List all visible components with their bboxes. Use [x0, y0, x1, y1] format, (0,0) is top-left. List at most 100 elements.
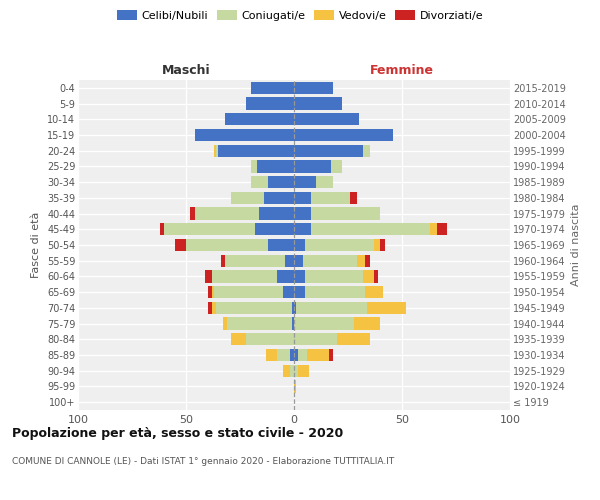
Bar — [311, 208, 380, 220]
Bar — [232, 333, 247, 345]
Bar — [225, 254, 286, 267]
Bar — [208, 302, 212, 314]
Bar — [302, 254, 356, 267]
Bar — [374, 270, 378, 282]
Bar — [356, 254, 365, 267]
Bar — [380, 239, 385, 251]
Bar — [251, 176, 268, 188]
Bar — [298, 364, 309, 377]
Bar — [268, 176, 294, 188]
Bar — [266, 349, 277, 361]
Bar — [294, 318, 355, 330]
Bar — [294, 82, 333, 94]
Bar — [305, 270, 363, 282]
Bar — [294, 113, 359, 126]
Bar — [296, 302, 367, 314]
Bar — [298, 349, 307, 361]
Y-axis label: Fasce di età: Fasce di età — [31, 212, 41, 278]
Bar — [216, 302, 292, 314]
Bar — [225, 113, 294, 126]
Bar — [294, 144, 363, 157]
Bar — [331, 160, 341, 172]
Bar — [294, 98, 341, 110]
Bar — [365, 254, 370, 267]
Bar — [186, 239, 268, 251]
Bar — [255, 223, 294, 235]
Bar — [311, 192, 350, 204]
Bar — [365, 286, 383, 298]
Legend: Celibi/Nubili, Coniugati/e, Vedovi/e, Divorziati/e: Celibi/Nubili, Coniugati/e, Vedovi/e, Di… — [112, 6, 488, 25]
Text: Maschi: Maschi — [161, 64, 211, 78]
Bar — [294, 270, 305, 282]
Bar — [268, 239, 294, 251]
Bar — [294, 176, 316, 188]
Bar — [264, 192, 294, 204]
Bar — [257, 160, 294, 172]
Bar — [208, 286, 212, 298]
Bar — [294, 302, 296, 314]
Bar — [363, 144, 370, 157]
Bar — [214, 286, 283, 298]
Bar — [247, 98, 294, 110]
Bar — [307, 349, 329, 361]
Bar — [218, 144, 294, 157]
Bar — [305, 239, 374, 251]
Bar — [350, 192, 356, 204]
Text: Popolazione per età, sesso e stato civile - 2020: Popolazione per età, sesso e stato civil… — [12, 428, 343, 440]
Text: Femmine: Femmine — [370, 64, 434, 78]
Bar — [294, 192, 311, 204]
Bar — [294, 286, 305, 298]
Bar — [363, 270, 374, 282]
Bar — [190, 208, 194, 220]
Bar — [164, 223, 255, 235]
Bar — [292, 302, 294, 314]
Bar — [247, 333, 294, 345]
Bar — [294, 223, 311, 235]
Bar — [286, 254, 294, 267]
Bar — [227, 318, 292, 330]
Bar — [212, 286, 214, 298]
Bar — [355, 318, 380, 330]
Bar — [194, 129, 294, 141]
Bar — [175, 239, 186, 251]
Y-axis label: Anni di nascita: Anni di nascita — [571, 204, 581, 286]
Bar — [316, 176, 333, 188]
Bar — [205, 270, 212, 282]
Bar — [294, 239, 305, 251]
Bar — [212, 302, 216, 314]
Bar — [283, 364, 290, 377]
Bar — [221, 254, 225, 267]
Bar — [216, 144, 218, 157]
Bar — [294, 349, 298, 361]
Bar — [374, 239, 380, 251]
Bar — [294, 380, 296, 392]
Bar — [294, 333, 337, 345]
Bar — [212, 270, 277, 282]
Bar — [367, 302, 406, 314]
Bar — [294, 160, 331, 172]
Bar — [437, 223, 448, 235]
Bar — [214, 144, 216, 157]
Bar — [294, 254, 302, 267]
Bar — [430, 223, 437, 235]
Bar — [292, 318, 294, 330]
Bar — [283, 286, 294, 298]
Bar — [290, 364, 294, 377]
Bar — [294, 364, 298, 377]
Bar — [232, 192, 264, 204]
Bar — [337, 333, 370, 345]
Bar — [294, 208, 311, 220]
Bar — [294, 129, 394, 141]
Text: COMUNE DI CANNOLE (LE) - Dati ISTAT 1° gennaio 2020 - Elaborazione TUTTITALIA.IT: COMUNE DI CANNOLE (LE) - Dati ISTAT 1° g… — [12, 458, 394, 466]
Bar — [259, 208, 294, 220]
Bar — [329, 349, 333, 361]
Bar — [277, 270, 294, 282]
Bar — [251, 82, 294, 94]
Bar — [311, 223, 430, 235]
Bar — [223, 318, 227, 330]
Bar — [160, 223, 164, 235]
Bar — [194, 208, 259, 220]
Bar — [290, 349, 294, 361]
Bar — [305, 286, 365, 298]
Bar — [277, 349, 290, 361]
